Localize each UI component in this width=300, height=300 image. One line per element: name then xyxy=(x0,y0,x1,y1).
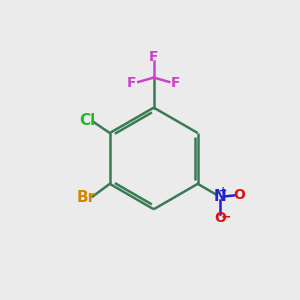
Text: Br: Br xyxy=(76,190,95,205)
Text: F: F xyxy=(149,50,158,64)
Text: O: O xyxy=(233,188,244,203)
Text: F: F xyxy=(171,76,180,90)
Text: +: + xyxy=(219,187,227,196)
Text: Cl: Cl xyxy=(80,113,96,128)
Text: O: O xyxy=(214,212,226,226)
Text: N: N xyxy=(213,189,226,204)
Text: −: − xyxy=(220,211,231,224)
Text: F: F xyxy=(127,76,136,90)
